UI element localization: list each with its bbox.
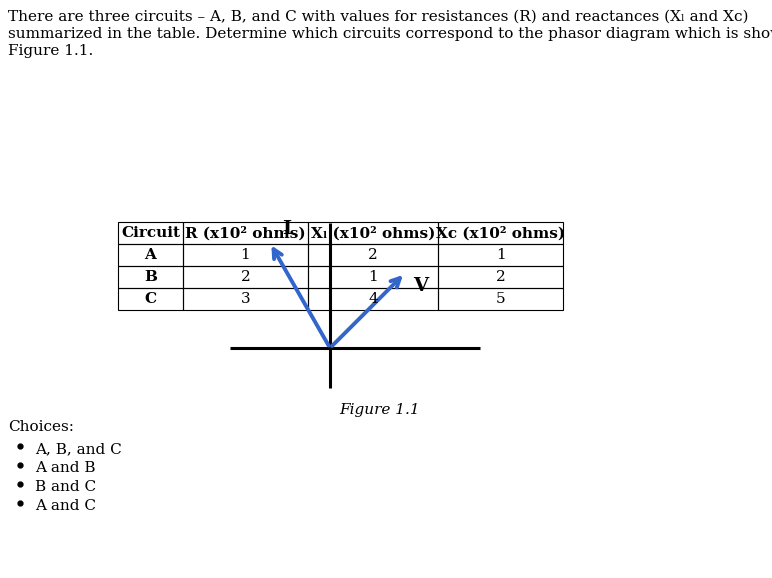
Text: V: V [413,277,428,295]
Text: 1: 1 [368,270,378,284]
Text: summarized in the table. Determine which circuits correspond to the phasor diagr: summarized in the table. Determine which… [8,27,772,41]
Text: I: I [282,220,291,238]
Bar [118,288,183,310]
Text: 1: 1 [496,248,506,262]
Text: There are three circuits – A, B, and C with values for resistances (R) and react: There are three circuits – A, B, and C w… [8,10,749,24]
Bar [183,266,308,288]
Bar [438,244,563,266]
Text: Figure 1.1: Figure 1.1 [340,403,420,417]
Bar [183,244,308,266]
Bar [118,222,183,244]
Bar [438,288,563,310]
Text: Xₗ (x10² ohms): Xₗ (x10² ohms) [311,226,435,240]
Text: B and C: B and C [35,480,96,494]
Text: 5: 5 [496,292,506,306]
Bar [183,288,308,310]
Text: R (x10² ohms): R (x10² ohms) [185,226,306,240]
Text: A, B, and C: A, B, and C [35,442,122,456]
Text: Choices:: Choices: [8,420,74,434]
Bar [308,244,438,266]
Text: A and C: A and C [35,499,96,513]
Text: 4: 4 [368,292,378,306]
Text: 2: 2 [496,270,506,284]
Text: 2: 2 [241,270,250,284]
Bar [308,288,438,310]
Text: 2: 2 [368,248,378,262]
Text: Xc (x10² ohms): Xc (x10² ohms) [436,226,565,240]
Text: Circuit: Circuit [121,226,180,240]
Bar [438,266,563,288]
Text: B: B [144,270,157,284]
Bar [183,222,308,244]
Bar [118,244,183,266]
Text: Figure 1.1.: Figure 1.1. [8,44,93,58]
Text: A: A [144,248,157,262]
Bar [438,222,563,244]
Bar [118,266,183,288]
Text: A and B: A and B [35,461,96,475]
Text: 3: 3 [241,292,250,306]
Text: C: C [144,292,157,306]
Text: 1: 1 [241,248,250,262]
Bar [308,222,438,244]
Bar [308,266,438,288]
